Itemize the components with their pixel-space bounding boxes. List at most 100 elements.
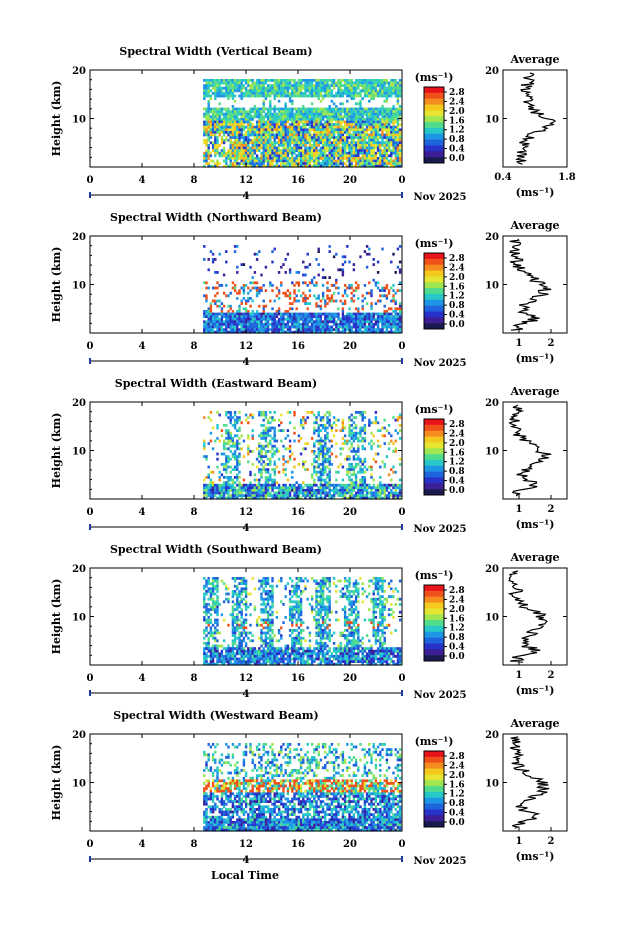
colorbar-tick: 0.4 bbox=[449, 809, 465, 819]
profile-y-tick: 10 bbox=[485, 281, 499, 292]
profile-x-tick: 2 bbox=[548, 836, 555, 847]
y-tick-label: 20 bbox=[72, 564, 86, 575]
colorbar-tick: 0.0 bbox=[449, 154, 465, 164]
x-tick-label: 16 bbox=[291, 839, 305, 850]
x-tick-label: 12 bbox=[239, 175, 253, 186]
colorbar-tick: 0.8 bbox=[449, 301, 465, 311]
colorbar-tick: 1.2 bbox=[449, 292, 465, 302]
y-axis-label: Height (km) bbox=[50, 579, 63, 655]
colorbar-tick: 0.8 bbox=[449, 633, 465, 643]
colorbar-tick: 0.4 bbox=[449, 477, 465, 487]
x-tick-label: 16 bbox=[291, 175, 305, 186]
x-tick-label: 12 bbox=[239, 341, 253, 352]
colorbar-tick: 2.4 bbox=[449, 429, 465, 439]
colorbar: 2.82.42.01.61.20.80.40.0 bbox=[423, 252, 465, 330]
colorbar-tick: 1.6 bbox=[449, 116, 465, 126]
colorbar-tick: 0.4 bbox=[449, 643, 465, 653]
date-label: Nov 2025 bbox=[414, 690, 467, 701]
panel-title: Spectral Width (Vertical Beam) bbox=[119, 45, 312, 58]
colorbar-tick: 2.8 bbox=[449, 586, 465, 596]
average-profile-line bbox=[507, 570, 548, 663]
colorbar-unit: (ms⁻¹) bbox=[415, 735, 454, 748]
heatmap-cells bbox=[203, 743, 402, 832]
panel-title: Spectral Width (Westward Beam) bbox=[113, 709, 318, 722]
profile-x-tick: 2 bbox=[548, 670, 555, 681]
date-label: Nov 2025 bbox=[414, 358, 467, 369]
colorbar-tick: 2.8 bbox=[449, 254, 465, 264]
x-tick-label: 20 bbox=[343, 507, 357, 518]
colorbar-tick: 1.2 bbox=[449, 624, 465, 634]
colorbar-tick: 1.2 bbox=[449, 126, 465, 136]
colorbar-tick: 2.0 bbox=[449, 107, 465, 117]
profile-x-tick: 2 bbox=[548, 338, 555, 349]
colorbar-tick: 0.4 bbox=[449, 311, 465, 321]
colorbar: 2.82.42.01.61.20.80.40.0 bbox=[423, 584, 465, 662]
y-tick-label: 10 bbox=[72, 115, 86, 126]
date-label: Nov 2025 bbox=[414, 856, 467, 867]
x-tick-label: 0 bbox=[87, 175, 94, 186]
panel-vertical: Spectral Width (Vertical Beam) Height (km… bbox=[50, 45, 576, 203]
x-tick-label: 0 bbox=[87, 341, 94, 352]
colorbar-tick: 1.6 bbox=[449, 780, 465, 790]
colorbar-tick: 0.0 bbox=[449, 652, 465, 662]
colorbar-unit: (ms⁻¹) bbox=[415, 71, 454, 84]
day-label: 4 bbox=[243, 855, 250, 866]
y-tick-label: 10 bbox=[72, 281, 86, 292]
colorbar-tick: 1.6 bbox=[449, 448, 465, 458]
profile-title: Average bbox=[509, 551, 559, 564]
colorbar-tick: 0.0 bbox=[449, 818, 465, 828]
x-tick-label: 12 bbox=[239, 673, 253, 684]
colorbar-unit: (ms⁻¹) bbox=[415, 403, 454, 416]
colorbar-tick: 2.0 bbox=[449, 771, 465, 781]
profile-x-tick: 0.4 bbox=[494, 172, 511, 183]
profile-y-tick: 20 bbox=[485, 398, 499, 409]
panel-title: Spectral Width (Northward Beam) bbox=[110, 211, 322, 224]
colorbar-tick: 2.4 bbox=[449, 97, 465, 107]
x-tick-label: 4 bbox=[139, 175, 146, 186]
colorbar: 2.82.42.01.61.20.80.40.0 bbox=[423, 750, 465, 828]
x-tick-label: 16 bbox=[291, 507, 305, 518]
profile-y-tick: 20 bbox=[485, 730, 499, 741]
profile-y-tick: 10 bbox=[485, 613, 499, 624]
average-profile-line bbox=[509, 736, 550, 829]
colorbar-tick: 0.4 bbox=[449, 145, 465, 155]
profile-y-tick: 10 bbox=[485, 447, 499, 458]
profile-x-label: (ms⁻¹) bbox=[516, 684, 555, 697]
x-axis-label: Local Time bbox=[211, 869, 279, 882]
profile-title: Average bbox=[509, 219, 559, 232]
panel-westward: Spectral Width (Westward Beam) Height (km… bbox=[50, 709, 568, 867]
x-tick-label: 20 bbox=[343, 341, 357, 352]
y-axis-label: Height (km) bbox=[50, 247, 63, 323]
x-tick-label: 8 bbox=[191, 839, 198, 850]
profile-x-tick: 1 bbox=[516, 338, 523, 349]
colorbar: 2.82.42.01.61.20.80.40.0 bbox=[423, 418, 465, 496]
colorbar-tick: 2.0 bbox=[449, 605, 465, 615]
y-axis-label: Height (km) bbox=[50, 745, 63, 821]
panel-title: Spectral Width (Eastward Beam) bbox=[115, 377, 317, 390]
panel-northward: Spectral Width (Northward Beam) Height (k… bbox=[50, 211, 568, 369]
x-tick-label: 8 bbox=[191, 175, 198, 186]
profile-frame bbox=[502, 69, 568, 168]
colorbar-tick: 2.8 bbox=[449, 88, 465, 98]
y-axis-label: Height (km) bbox=[50, 413, 63, 489]
average-profile-line bbox=[508, 404, 552, 497]
colorbar-tick: 1.6 bbox=[449, 282, 465, 292]
panel-southward: Spectral Width (Southward Beam) Height (k… bbox=[50, 543, 568, 701]
profile-y-tick: 10 bbox=[485, 115, 499, 126]
y-tick-label: 10 bbox=[72, 779, 86, 790]
colorbar-tick: 0.8 bbox=[449, 467, 465, 477]
colorbar-tick: 2.8 bbox=[449, 752, 465, 762]
x-tick-label: 20 bbox=[343, 839, 357, 850]
x-tick-label: 0 bbox=[87, 839, 94, 850]
profile-title: Average bbox=[509, 717, 559, 730]
date-label: Nov 2025 bbox=[414, 524, 467, 535]
profile-title: Average bbox=[509, 53, 559, 66]
panel-eastward: Spectral Width (Eastward Beam) Height (km… bbox=[50, 377, 568, 535]
x-tick-label: 16 bbox=[291, 341, 305, 352]
profile-y-tick: 20 bbox=[485, 232, 499, 243]
day-label: 4 bbox=[243, 689, 250, 700]
x-tick-label: 0 bbox=[399, 839, 406, 850]
panel-title: Spectral Width (Southward Beam) bbox=[110, 543, 322, 556]
x-tick-label: 4 bbox=[139, 673, 146, 684]
x-tick-label: 0 bbox=[87, 507, 94, 518]
